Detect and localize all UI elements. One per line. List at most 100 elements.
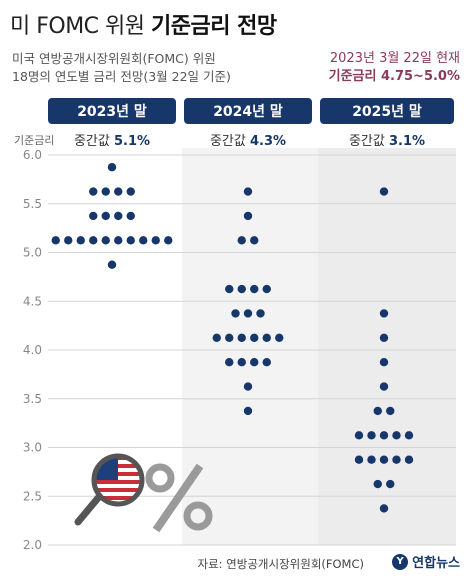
column-header-2024: 2024년 말	[184, 98, 312, 124]
current-rate-note: 2023년 3월 22일 현재 기준금리 4.75~5.0%	[329, 50, 460, 86]
dot-point	[243, 211, 253, 221]
median-2023: 중간값 5.1%	[48, 130, 176, 149]
dot-point	[231, 309, 240, 318]
dot-point	[354, 455, 364, 464]
median-value-2025: 3.1%	[388, 134, 426, 149]
dot-point	[237, 236, 246, 245]
asof-rate: 기준금리 4.75~5.0%	[328, 69, 460, 84]
title-bold: 기준금리 전망	[151, 14, 277, 39]
desc-line-1: 미국 연방공개시장위원회(FOMC) 위원	[12, 51, 216, 66]
y-tick-label: 5.5	[23, 197, 42, 211]
band-2024	[182, 148, 318, 545]
dot-point	[89, 211, 98, 221]
dot-point	[386, 479, 395, 489]
desc-line-2: 18명의 연도별 금리 전망(3월 22일 기준)	[12, 69, 231, 84]
dot-point	[114, 187, 123, 196]
y-axis-label: 기준금리	[14, 134, 55, 147]
magnifier-flag-icon	[74, 453, 145, 526]
page-title: 미 FOMC 위원 기준금리 전망	[10, 8, 277, 40]
dot-point	[250, 333, 259, 343]
dot-point	[404, 431, 414, 440]
chart-description: 미국 연방공개시장위원회(FOMC) 위원 18명의 연도별 금리 전망(3월 …	[12, 50, 231, 86]
y-axis: 6.0 5.5 5.0 4.5 4.0 3.5 3.0 2.5 2.0	[23, 148, 42, 552]
dots	[51, 162, 414, 513]
dot-point	[225, 284, 234, 294]
dot-point	[126, 187, 135, 196]
dot-point	[373, 406, 382, 416]
dot-point	[243, 187, 253, 196]
dot-point	[379, 309, 389, 318]
dot-point	[379, 431, 389, 440]
illustration	[74, 453, 213, 533]
median-2024: 중간값 4.3%	[184, 130, 312, 149]
y-tick-label: 5.0	[23, 246, 42, 260]
dot-point	[262, 357, 271, 367]
dot-point	[367, 431, 376, 440]
percent-sign-icon	[145, 463, 213, 533]
dot-point	[379, 357, 389, 367]
dot-point	[354, 431, 364, 440]
yonhap-logo-icon: Y	[392, 553, 409, 570]
y-tick-label: 2.0	[23, 538, 42, 552]
dot-point	[89, 236, 98, 245]
dot-point	[101, 187, 110, 196]
dot-point	[51, 236, 60, 245]
dot-point	[101, 211, 110, 221]
dot-point	[126, 236, 135, 245]
dot-point	[237, 357, 246, 367]
dot-point	[392, 455, 401, 464]
dot-point	[392, 431, 401, 440]
median-label-2025: 중간값	[348, 134, 385, 149]
dot-point	[243, 382, 253, 391]
dot-point	[243, 406, 253, 416]
dot-point	[114, 236, 123, 245]
band-2025	[318, 148, 456, 545]
dot-point	[151, 236, 160, 245]
dot-point	[212, 333, 221, 343]
median-label-2023: 중간값	[73, 134, 110, 149]
dot-point	[379, 187, 389, 196]
median-value-2024: 4.3%	[249, 134, 287, 149]
dot-point	[386, 406, 395, 416]
logo-text: 연합뉴스	[412, 556, 460, 571]
dot-point	[250, 357, 259, 367]
dot-point	[139, 236, 148, 245]
median-2025: 중간값 3.1%	[320, 130, 454, 149]
y-tick-label: 6.0	[23, 148, 42, 162]
dot-point	[107, 162, 117, 172]
dot-point	[64, 236, 73, 245]
dot-point	[237, 333, 246, 343]
dot-point	[114, 211, 123, 221]
column-header-2023: 2023년 말	[48, 98, 176, 124]
column-bands	[182, 148, 456, 545]
dot-point	[379, 333, 389, 343]
dot-point	[367, 455, 376, 464]
y-tick-label: 4.0	[23, 343, 42, 357]
dot-point	[225, 357, 234, 367]
dot-point	[262, 284, 271, 294]
dot-point	[250, 236, 259, 245]
asof-date: 2023년 3월 22일 현재	[329, 51, 460, 66]
y-tick-label: 3.0	[23, 441, 42, 455]
y-tick-label: 3.5	[23, 392, 42, 406]
grid-lines	[48, 154, 456, 546]
title-light: 미 FOMC 위원	[10, 14, 145, 39]
median-value-2023: 5.1%	[113, 134, 151, 149]
dot-point	[243, 309, 253, 318]
dot-point	[373, 479, 382, 489]
dot-point	[379, 455, 389, 464]
y-tick-label: 4.5	[23, 294, 42, 308]
dot-point	[379, 382, 389, 391]
yonhap-logo: Y 연합뉴스	[392, 552, 460, 571]
source-note: 자료: 연방공개시장위원회(FOMC)	[197, 557, 364, 571]
dot-point	[404, 455, 414, 464]
dot-point	[101, 236, 110, 245]
median-label-2024: 중간값	[209, 134, 246, 149]
dot-point	[379, 504, 389, 513]
column-header-2025: 2025년 말	[320, 98, 454, 124]
dot-point	[262, 333, 271, 343]
dot-point	[275, 333, 284, 343]
dot-point	[126, 211, 135, 221]
dot-point	[237, 284, 246, 294]
